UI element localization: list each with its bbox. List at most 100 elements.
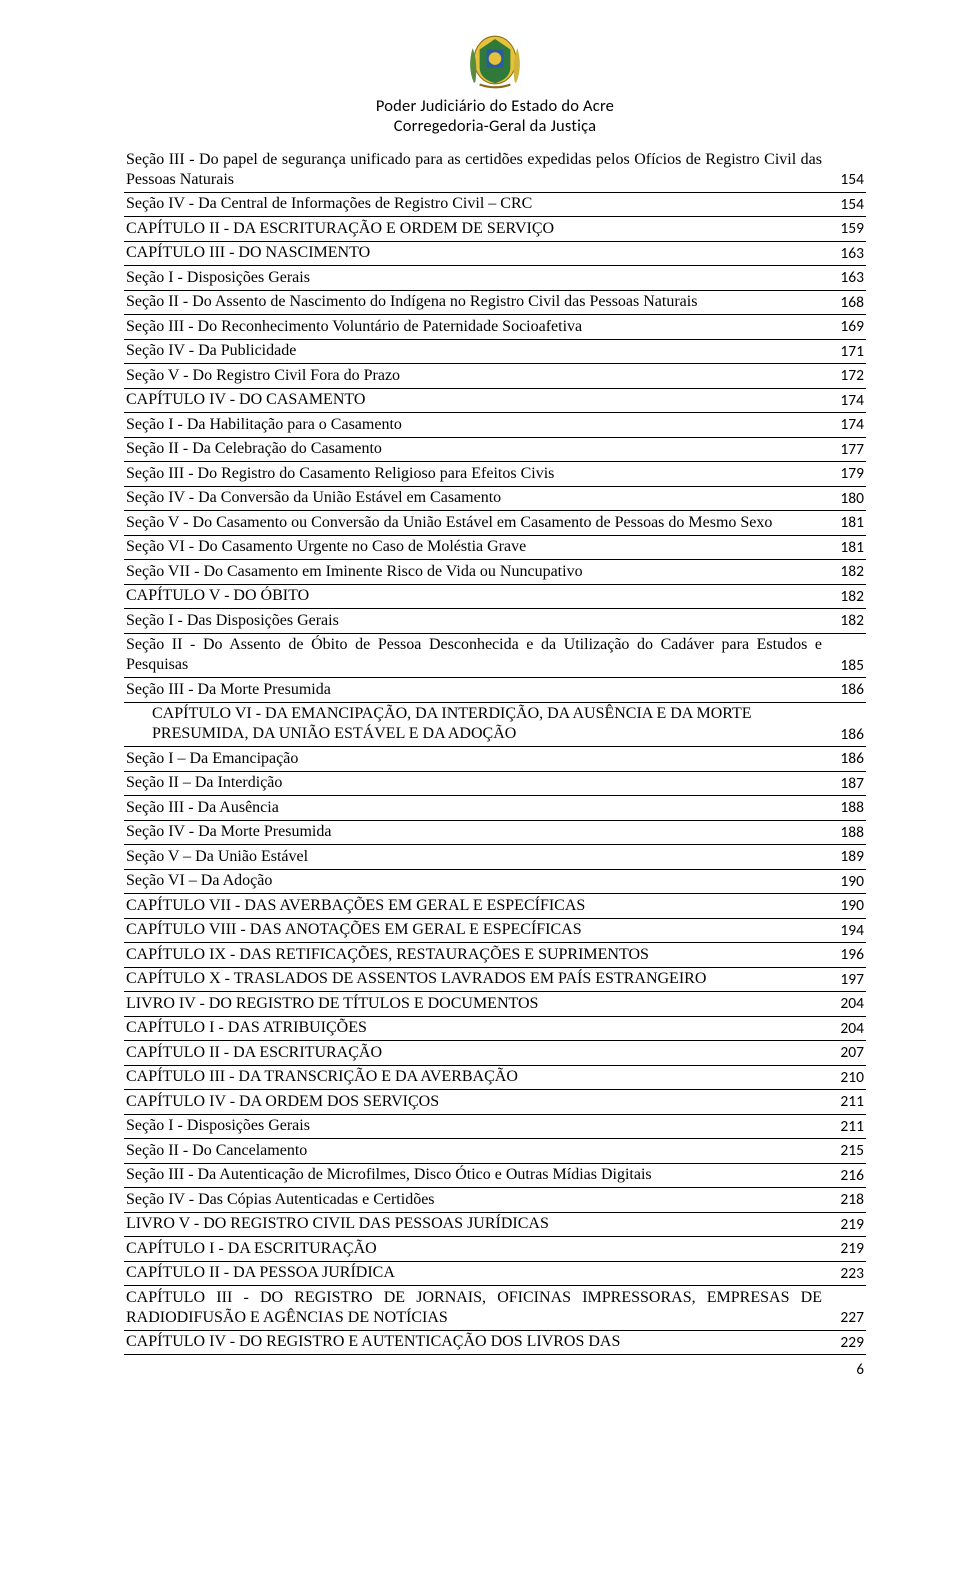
toc-entry-page: 171 [824, 339, 866, 364]
toc-entry-label: Seção III - Do Reconhecimento Voluntário… [124, 315, 824, 340]
toc-entry-page: 181 [824, 511, 866, 536]
toc-entry-page: 154 [824, 148, 866, 192]
toc-entry-page: 188 [824, 796, 866, 821]
toc-entry-page: 207 [824, 1041, 866, 1066]
toc-entry-label: CAPÍTULO III - DO NASCIMENTO [124, 241, 824, 266]
toc-entry-page: 219 [824, 1237, 866, 1262]
toc-entry-page: 187 [824, 771, 866, 796]
toc-entry-label: Seção V - Do Registro Civil Fora do Praz… [124, 364, 824, 389]
toc-entry-page: 154 [824, 192, 866, 217]
toc-entry-label: LIVRO IV - DO REGISTRO DE TÍTULOS E DOCU… [124, 992, 824, 1017]
toc-entry-label: Seção I - Das Disposições Gerais [124, 609, 824, 634]
toc-row: Seção II - Do Cancelamento215 [124, 1139, 866, 1164]
toc-row: Seção VII - Do Casamento em Iminente Ris… [124, 560, 866, 585]
toc-row: Seção I - Da Habilitação para o Casament… [124, 413, 866, 438]
toc-row: Seção II - Do Assento de Óbito de Pessoa… [124, 633, 866, 678]
toc-row: Seção I – Da Emancipação186 [124, 747, 866, 772]
document-header: Poder Judiciário do Estado do Acre Corre… [124, 28, 866, 136]
toc-row: Seção I - Das Disposições Gerais182 [124, 609, 866, 634]
toc-row: Seção I - Disposições Gerais163 [124, 266, 866, 291]
toc-entry-label: CAPÍTULO II - DA ESCRITURAÇÃO E ORDEM DE… [124, 217, 824, 242]
toc-entry-label: Seção V - Do Casamento ou Conversão da U… [124, 511, 824, 536]
toc-row: Seção VI - Do Casamento Urgente no Caso … [124, 535, 866, 560]
toc-entry-label: Seção II - Do Assento de Nascimento do I… [124, 290, 824, 315]
toc-entry-label: CAPÍTULO II - DA ESCRITURAÇÃO [124, 1041, 824, 1066]
toc-entry-label: CAPÍTULO I - DA ESCRITURAÇÃO [124, 1237, 824, 1262]
toc-entry-label: CAPÍTULO VIII - DAS ANOTAÇÕES EM GERAL E… [124, 918, 824, 943]
toc-row: CAPÍTULO VIII - DAS ANOTAÇÕES EM GERAL E… [124, 918, 866, 943]
toc-row: CAPÍTULO III - DO REGISTRO DE JORNAIS, O… [124, 1286, 866, 1331]
toc-entry-page: 182 [824, 584, 866, 609]
toc-entry-page: 168 [824, 290, 866, 315]
toc-entry-label: Seção III - Do Registro do Casamento Rel… [124, 462, 824, 487]
toc-entry-label: CAPÍTULO II - DA PESSOA JURÍDICA [124, 1261, 824, 1286]
toc-row: CAPÍTULO II - DA ESCRITURAÇÃO207 [124, 1041, 866, 1066]
toc-row: Seção V - Do Registro Civil Fora do Praz… [124, 364, 866, 389]
toc-row: CAPÍTULO IV - DO REGISTRO E AUTENTICAÇÃO… [124, 1330, 866, 1355]
toc-entry-label: CAPÍTULO VII - DAS AVERBAÇÕES EM GERAL E… [124, 894, 824, 919]
toc-entry-page: 163 [824, 241, 866, 266]
toc-row: CAPÍTULO II - DA PESSOA JURÍDICA223 [124, 1261, 866, 1286]
toc-row: Seção III - Do Reconhecimento Voluntário… [124, 315, 866, 340]
toc-entry-label: CAPÍTULO V - DO ÓBITO [124, 584, 824, 609]
toc-entry-label: CAPÍTULO III - DO REGISTRO DE JORNAIS, O… [124, 1286, 824, 1331]
toc-entry-page: 211 [824, 1090, 866, 1115]
toc-row: Seção V – Da União Estável189 [124, 845, 866, 870]
toc-entry-label: CAPÍTULO III - DA TRANSCRIÇÃO E DA AVERB… [124, 1065, 824, 1090]
toc-entry-page: 204 [824, 992, 866, 1017]
toc-row: Seção III - Do papel de segurança unific… [124, 148, 866, 192]
toc-entry-page: 177 [824, 437, 866, 462]
toc-entry-page: 186 [824, 702, 866, 747]
toc-row: CAPÍTULO X - TRASLADOS DE ASSENTOS LAVRA… [124, 967, 866, 992]
toc-entry-label: Seção IV - Da Central de Informações de … [124, 192, 824, 217]
toc-entry-page: 182 [824, 560, 866, 585]
toc-row: CAPÍTULO IV - DO CASAMENTO174 [124, 388, 866, 413]
toc-entry-page: 215 [824, 1139, 866, 1164]
toc-row: Seção IV - Da Conversão da União Estável… [124, 486, 866, 511]
toc-entry-page: 194 [824, 918, 866, 943]
toc-row: Seção II – Da Interdição187 [124, 771, 866, 796]
state-crest-icon [460, 28, 530, 92]
toc-entry-page: 188 [824, 820, 866, 845]
page-number: 6 [124, 1361, 866, 1379]
toc-row: Seção II - Da Celebração do Casamento177 [124, 437, 866, 462]
toc-entry-label: Seção IV - Da Publicidade [124, 339, 824, 364]
toc-entry-label: CAPÍTULO VI - DA EMANCIPAÇÃO, DA INTERDI… [124, 702, 824, 747]
toc-entry-label: Seção III - Da Morte Presumida [124, 678, 824, 703]
toc-entry-page: 229 [824, 1330, 866, 1355]
toc-row: Seção IV - Das Cópias Autenticadas e Cer… [124, 1188, 866, 1213]
toc-row: Seção III - Da Ausência188 [124, 796, 866, 821]
toc-entry-page: 174 [824, 413, 866, 438]
toc-row: Seção I - Disposições Gerais211 [124, 1114, 866, 1139]
toc-entry-label: CAPÍTULO I - DAS ATRIBUIÇÕES [124, 1016, 824, 1041]
toc-row: CAPÍTULO III - DO NASCIMENTO163 [124, 241, 866, 266]
toc-entry-label: CAPÍTULO IX - DAS RETIFICAÇÕES, RESTAURA… [124, 943, 824, 968]
toc-row: CAPÍTULO V - DO ÓBITO182 [124, 584, 866, 609]
toc-entry-label: Seção I – Da Emancipação [124, 747, 824, 772]
toc-row: CAPÍTULO I - DAS ATRIBUIÇÕES204 [124, 1016, 866, 1041]
toc-entry-page: 186 [824, 747, 866, 772]
toc-row: LIVRO IV - DO REGISTRO DE TÍTULOS E DOCU… [124, 992, 866, 1017]
toc-row: CAPÍTULO IX - DAS RETIFICAÇÕES, RESTAURA… [124, 943, 866, 968]
toc-entry-label: Seção IV - Da Morte Presumida [124, 820, 824, 845]
toc-entry-page: 223 [824, 1261, 866, 1286]
toc-row: Seção IV - Da Morte Presumida188 [124, 820, 866, 845]
toc-entry-page: 190 [824, 894, 866, 919]
toc-entry-page: 179 [824, 462, 866, 487]
toc-entry-page: 181 [824, 535, 866, 560]
toc-entry-page: 211 [824, 1114, 866, 1139]
toc-row: CAPÍTULO VII - DAS AVERBAÇÕES EM GERAL E… [124, 894, 866, 919]
table-of-contents: Seção III - Do papel de segurança unific… [124, 148, 866, 1355]
toc-entry-label: Seção IV - Das Cópias Autenticadas e Cer… [124, 1188, 824, 1213]
toc-row: CAPÍTULO IV - DA ORDEM DOS SERVIÇOS211 [124, 1090, 866, 1115]
toc-row: CAPÍTULO II - DA ESCRITURAÇÃO E ORDEM DE… [124, 217, 866, 242]
header-line-2: Corregedoria-Geral da Justiça [124, 116, 866, 136]
toc-entry-label: Seção II - Da Celebração do Casamento [124, 437, 824, 462]
toc-row: Seção III - Da Autenticação de Microfilm… [124, 1163, 866, 1188]
toc-entry-page: 180 [824, 486, 866, 511]
toc-row: Seção III - Da Morte Presumida186 [124, 678, 866, 703]
toc-entry-page: 174 [824, 388, 866, 413]
toc-row: CAPÍTULO VI - DA EMANCIPAÇÃO, DA INTERDI… [124, 702, 866, 747]
toc-row: Seção II - Do Assento de Nascimento do I… [124, 290, 866, 315]
toc-entry-label: Seção IV - Da Conversão da União Estável… [124, 486, 824, 511]
